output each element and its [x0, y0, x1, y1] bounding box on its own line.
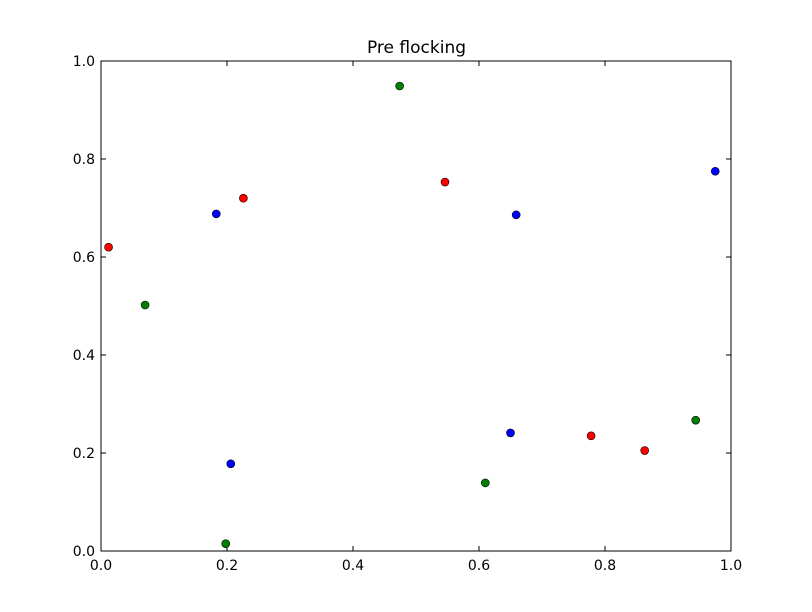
data-point-series-1 [104, 242, 113, 252]
y-tick-label: 0.4 [73, 348, 95, 364]
data-point-series-3 [395, 81, 404, 91]
chart-title: Pre flocking [367, 38, 466, 58]
y-tick-label: 0.8 [73, 152, 95, 168]
y-tick-label: 0.0 [73, 544, 95, 560]
x-tick-label: 0.4 [342, 558, 364, 574]
data-point-series-2 [511, 210, 521, 220]
data-point-series-1 [239, 193, 248, 203]
y-tick-label: 1.0 [73, 54, 95, 70]
data-point-series-3 [691, 415, 701, 425]
x-tick-label: 0.8 [594, 558, 616, 574]
data-point-series-3 [480, 478, 490, 488]
data-point-series-2 [506, 428, 515, 438]
data-point-series-1 [440, 177, 450, 187]
data-points [104, 81, 720, 548]
plot-area [100, 60, 732, 552]
data-point-series-2 [211, 209, 221, 219]
data-point-series-1 [640, 446, 649, 455]
x-tick-label: 0.6 [468, 558, 490, 574]
data-point-series-3 [221, 539, 231, 548]
y-tick-label: 0.6 [73, 250, 95, 266]
data-point-series-3 [140, 300, 150, 310]
axis-ticks: 0.0 0.2 0.4 0.6 0.8 1.0 0.0 0.2 0.4 0.6 0.8 1.0 [73, 54, 742, 574]
data-point-series-2 [226, 459, 236, 469]
x-tick-label: 0.0 [90, 558, 112, 574]
y-tick-label: 0.2 [73, 446, 95, 462]
x-tick-label: 0.2 [216, 558, 238, 574]
x-tick-label: 1.0 [720, 558, 742, 574]
data-point-series-1 [586, 431, 596, 441]
data-point-series-2 [710, 166, 720, 176]
